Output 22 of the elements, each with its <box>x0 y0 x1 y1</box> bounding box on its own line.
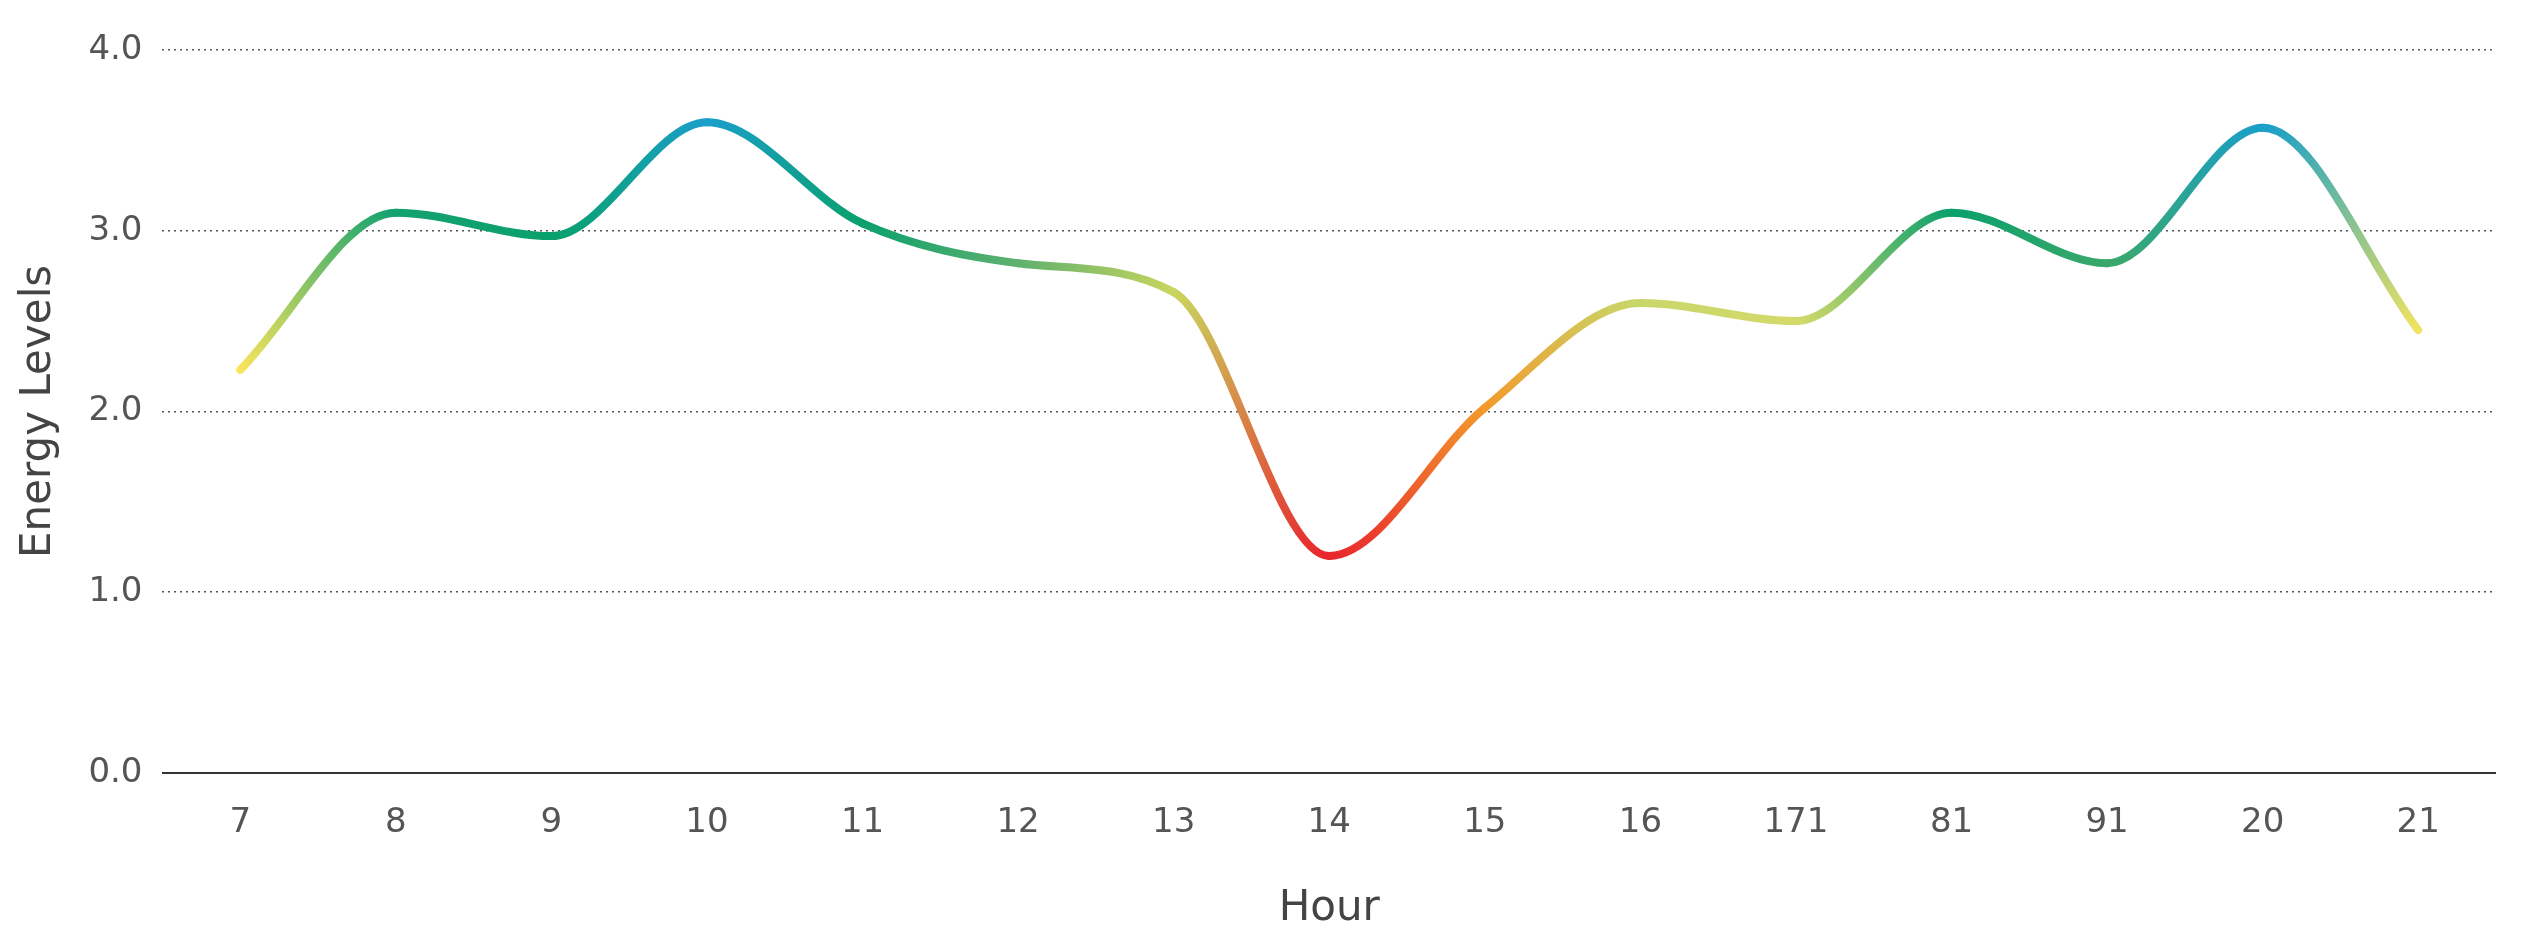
x-tick-label: 11 <box>840 800 885 841</box>
x-tick-label: 9 <box>540 800 563 841</box>
x-tick-label: 12 <box>996 800 1040 841</box>
x-tick-label: 7 <box>229 800 252 841</box>
x-tick-label: 13 <box>1152 800 1196 841</box>
y-tick-label: 1.0 <box>88 568 143 609</box>
y-tick-label: 3.0 <box>88 207 143 248</box>
x-tick-label: 10 <box>685 800 729 841</box>
x-tick-label: 16 <box>1618 800 1663 841</box>
x-tick-label: 14 <box>1307 800 1351 841</box>
x-tick-label: 20 <box>2241 800 2285 841</box>
x-tick-label: 91 <box>2085 800 2129 841</box>
x-axis-title: Hour <box>1278 880 1381 930</box>
x-tick-label: 8 <box>385 800 407 841</box>
y-tick-label: 4.0 <box>88 26 143 67</box>
x-tick-label: 81 <box>1929 800 1974 841</box>
x-tick-label: 15 <box>1463 800 1507 841</box>
x-tick-label: 21 <box>2396 800 2440 841</box>
x-tick-label: 171 <box>1763 800 1829 841</box>
y-tick-label: 0.0 <box>88 749 143 790</box>
y-tick-label: 2.0 <box>88 388 143 429</box>
y-axis-title: Energy Levels <box>11 264 61 558</box>
